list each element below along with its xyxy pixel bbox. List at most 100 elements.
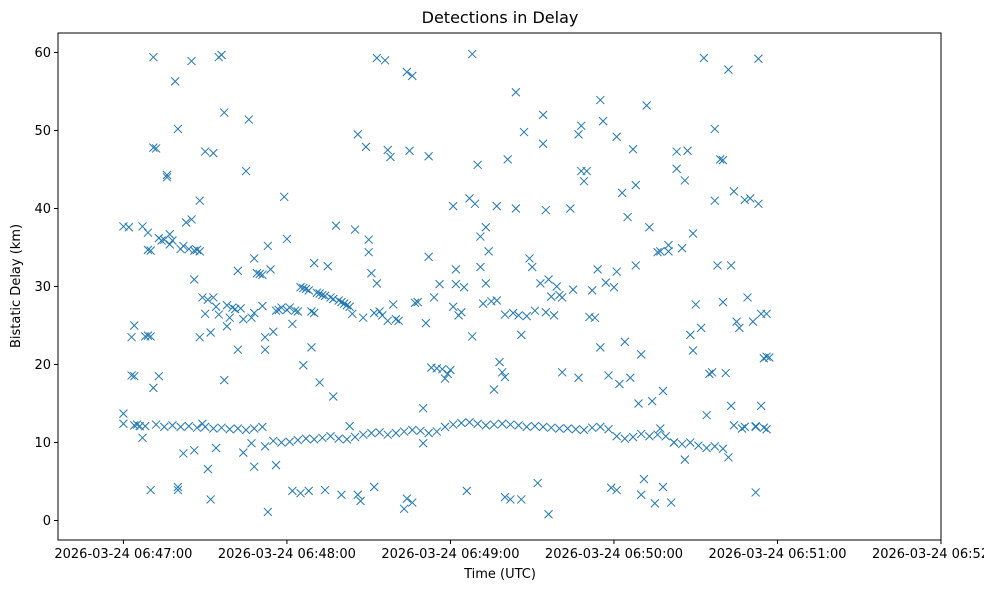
data-point [724,65,733,75]
data-point [129,371,139,381]
data-point [473,160,483,170]
data-point [184,244,194,254]
data-point [162,172,172,182]
data-point [238,314,248,324]
data-point [694,441,703,450]
data-point [217,423,226,433]
data-point [337,490,346,500]
data-point [162,170,172,180]
data-point [707,367,717,377]
data-point [476,232,485,241]
data-point [364,235,374,245]
data-point [146,485,156,495]
data-point [440,422,450,432]
data-point [301,434,311,443]
data-point [293,307,303,316]
data-point [416,426,425,436]
data-point [132,420,142,429]
data-point [345,421,354,431]
data-point [606,483,616,493]
data-point [579,425,589,435]
data-point [173,485,183,495]
y-tick-label: 20 [34,358,51,373]
data-point [157,236,166,245]
data-point [536,279,545,288]
data-point [369,482,379,492]
data-point [304,286,314,295]
data-point [353,130,363,139]
data-point [497,419,507,429]
data-point [628,432,638,442]
data-point [140,421,150,431]
data-point [200,147,210,156]
data-point [571,424,581,434]
data-point [664,240,673,250]
data-point [650,498,660,508]
data-point [323,261,333,271]
data-point [165,229,175,239]
data-point [151,144,161,153]
data-point [143,228,153,238]
data-point [252,268,262,278]
data-point [249,308,259,318]
data-point [165,240,175,249]
data-point [432,427,442,436]
data-point [263,241,273,251]
data-point [331,221,341,231]
x-tick-label: 2026-03-24 06:50:00 [545,547,683,562]
data-point [189,275,199,284]
data-point [440,374,450,383]
data-point [508,308,518,318]
data-point [214,310,224,319]
data-point [685,438,695,447]
data-point [704,369,714,379]
data-point [350,432,360,442]
data-point [418,403,428,413]
data-point [260,332,270,342]
data-point [285,437,295,447]
data-point [715,155,725,164]
data-point [222,321,232,331]
data-point [372,53,382,63]
y-tick-label: 10 [34,436,51,451]
data-point [187,56,196,66]
data-point [258,422,267,432]
x-tick-label: 2026-03-24 06:51:00 [708,547,846,562]
data-point [604,371,613,380]
x-tick-label: 2026-03-24 06:48:00 [218,547,356,562]
data-point [124,222,134,232]
data-point [168,420,177,430]
data-point [260,442,270,451]
data-point [546,292,556,301]
data-point [195,332,205,342]
data-point [503,155,513,164]
data-point [179,241,188,251]
data-point [451,264,461,274]
data-point [500,372,510,382]
data-point [612,431,622,441]
data-point [492,296,502,305]
data-point [296,488,305,498]
data-point [623,212,632,222]
data-point [604,424,613,434]
data-point [530,421,540,431]
data-point [522,422,532,432]
chart-title: Detections in Delay [422,8,579,27]
data-point [211,302,221,312]
data-point [266,264,275,274]
data-point [645,222,654,232]
x-tick-label: 2026-03-24 06:47:00 [54,547,192,562]
data-point [748,317,758,326]
data-point [367,268,376,278]
data-point [320,291,330,301]
data-point [451,279,461,289]
data-point [143,245,153,255]
data-point [225,313,235,323]
data-point [206,495,215,504]
data-point [751,488,761,497]
data-point [219,108,229,117]
data-point [258,301,267,311]
data-point [688,346,698,355]
y-tick-label: 30 [34,280,51,295]
